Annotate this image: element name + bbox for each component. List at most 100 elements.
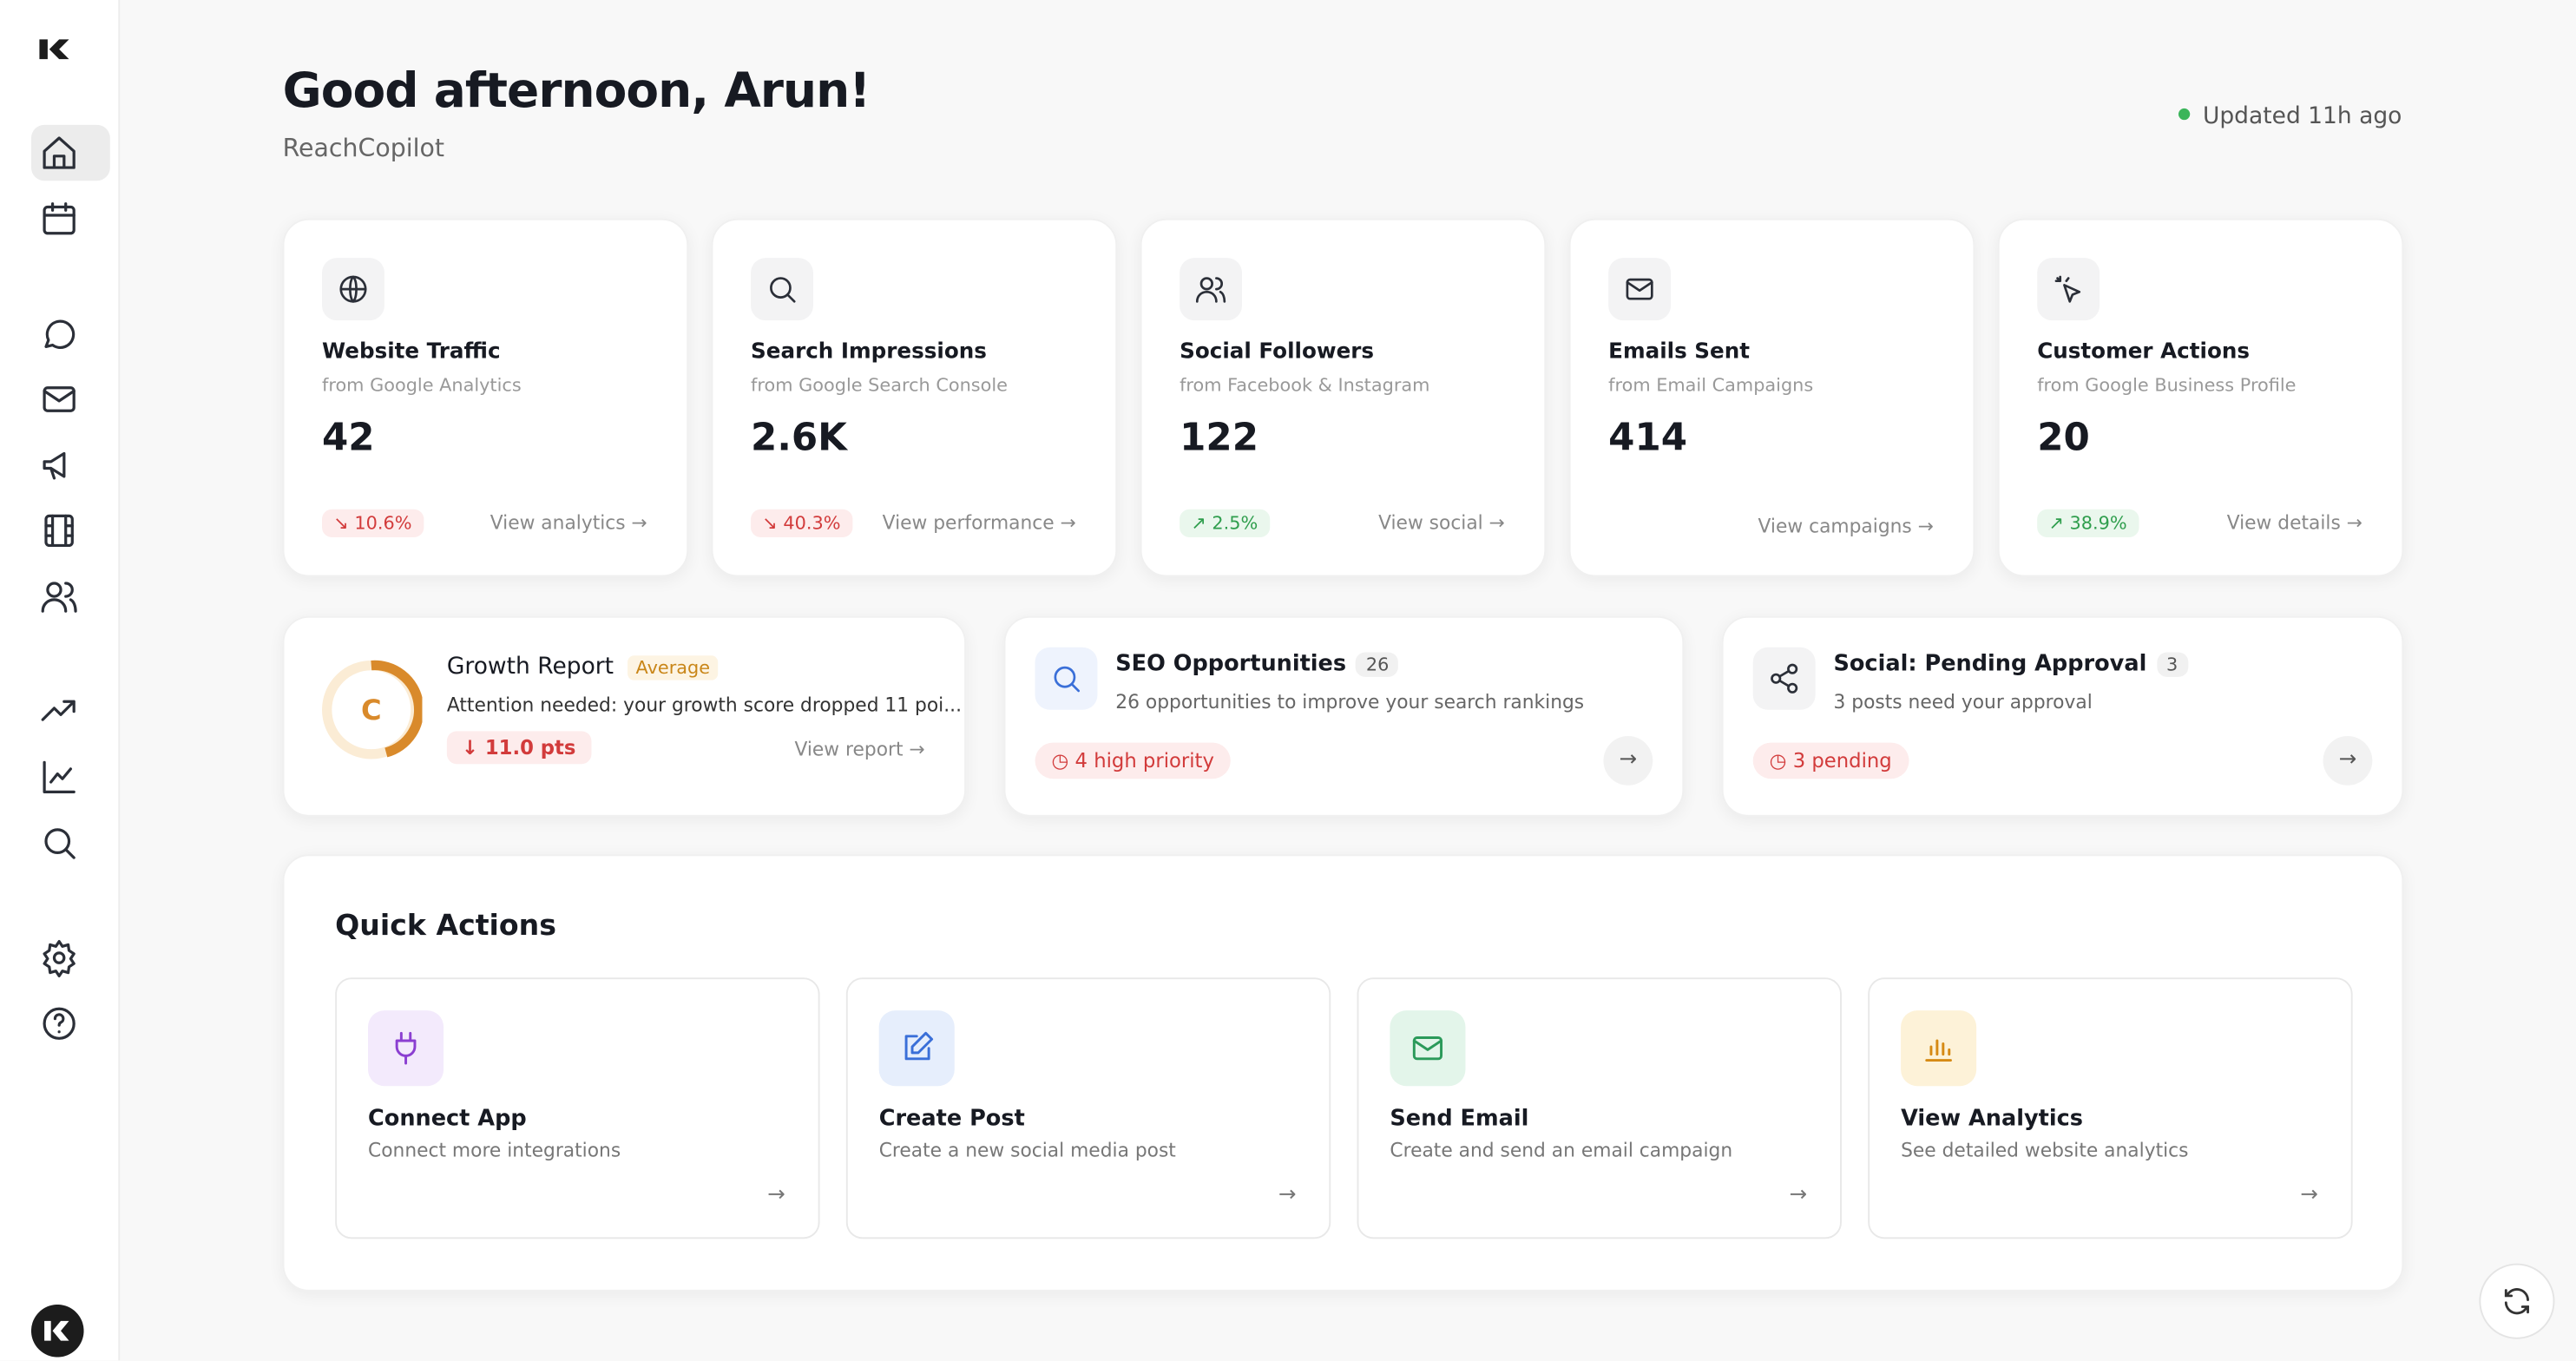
score-ring: C: [322, 660, 423, 759]
metric-link[interactable]: View details: [2227, 511, 2362, 535]
metric-change-value: 38.9%: [2069, 512, 2127, 535]
social-title: Social: Pending Approval: [1833, 650, 2147, 677]
quick-action[interactable]: Send Email Create and send an email campa…: [1357, 977, 1842, 1239]
social-desc: 3 posts need your approval: [1833, 690, 2093, 713]
metric-title: Search Impressions: [751, 339, 987, 365]
quick-action-icon: [1901, 1010, 1977, 1087]
metric-link[interactable]: View analytics: [490, 511, 647, 535]
seo-badge: ◷ 4 high priority: [1035, 742, 1231, 779]
icon: [1412, 1036, 1443, 1061]
view-report[interactable]: View report: [794, 738, 924, 761]
social-open[interactable]: →: [2323, 736, 2373, 786]
nav-media[interactable]: [39, 511, 78, 550]
growth-card: C Growth Report Average Attention needed…: [282, 615, 967, 817]
metric-link[interactable]: View performance: [883, 511, 1076, 535]
workspace: ReachCopilot: [282, 133, 445, 163]
avatar[interactable]: [30, 1304, 84, 1358]
seo-card: SEO Opportunities 26 26 opportunities to …: [1003, 615, 1685, 817]
growth-title-text: Growth Report: [446, 654, 614, 680]
sidebar: [0, 0, 121, 1361]
metric-title: Website Traffic: [322, 339, 501, 365]
metric-icon: [2037, 258, 2100, 321]
down-arrow: ↓: [461, 736, 485, 759]
metric-icon: [1180, 258, 1243, 321]
seo-icon: [1054, 666, 1081, 693]
refresh-button[interactable]: [2479, 1263, 2555, 1339]
quick-action-desc: Connect more integrations: [368, 1138, 621, 1162]
social-title-row: Social: Pending Approval 3: [1833, 650, 2188, 677]
trend-arrow: ↗: [2048, 512, 2070, 535]
quick-action-title: Connect App: [368, 1105, 527, 1133]
quick-action-desc: Create a new social media post: [878, 1138, 1176, 1162]
metric-value: 20: [2037, 417, 2090, 461]
icon: [904, 1031, 934, 1061]
quick-action-desc: Create and send an email campaign: [1390, 1138, 1733, 1162]
icon: [1925, 1039, 1952, 1062]
metric-change-value: 2.5%: [1212, 512, 1258, 535]
metric-title: Customer Actions: [2037, 339, 2251, 365]
nav-growth[interactable]: [39, 692, 78, 731]
metric-change: ↗ 38.9%: [2037, 509, 2139, 537]
quick-action-icon: [878, 1010, 955, 1087]
metric-icon: [322, 258, 384, 321]
trend-arrow: ↗: [1191, 512, 1212, 535]
update-status: Updated 11h ago: [2178, 103, 2402, 129]
metric-title: Social Followers: [1180, 339, 1375, 365]
nav-help[interactable]: [39, 1004, 78, 1043]
metric-source: from Google Analytics: [322, 374, 522, 397]
metric-change-value: 10.6%: [354, 512, 412, 535]
nav-chat[interactable]: [39, 314, 78, 353]
metric-source: from Google Business Profile: [2037, 374, 2297, 397]
quick-action[interactable]: Create Post Create a new social media pos…: [845, 977, 1331, 1239]
metric-card: Social Followers from Facebook & Instagra…: [1140, 218, 1547, 577]
grade: C: [361, 694, 382, 727]
share-icon: [1771, 663, 1798, 694]
seo-title-row: SEO Opportunities 26: [1115, 651, 1399, 677]
quick-action[interactable]: Connect App Connect more integrations →: [335, 977, 820, 1239]
quick-action-arrow: →: [767, 1182, 785, 1208]
growth-title: Growth Report Average: [447, 654, 719, 680]
seo-count: 26: [1356, 652, 1399, 677]
social-card: Social: Pending Approval 3 3 posts need y…: [1721, 615, 2404, 817]
metric-icon: [751, 258, 813, 321]
nav-analytics[interactable]: [39, 758, 78, 797]
logo: [39, 39, 69, 60]
nav-mail[interactable]: [39, 379, 78, 418]
quick-action-desc: See detailed website analytics: [1901, 1138, 2189, 1162]
metric-value: 2.6K: [751, 417, 847, 461]
trend-arrow: ↘: [762, 512, 784, 535]
quick-action-arrow: →: [2300, 1182, 2318, 1208]
metric-title: Emails Sent: [1608, 339, 1750, 365]
social-badge: ◷ 3 pending: [1752, 742, 1909, 779]
quick-action-title: Create Post: [878, 1105, 1025, 1133]
metric-link[interactable]: View social: [1378, 511, 1505, 535]
seo-open[interactable]: →: [1603, 736, 1653, 786]
quick-actions: Quick Actions Connect App Connect more in…: [282, 854, 2404, 1292]
metric-card: Customer Actions from Google Business Pro…: [1997, 218, 2404, 577]
metric-card: Emails Sent from Email Campaigns 414 View c…: [1568, 218, 1975, 577]
grade-badge: Average: [628, 655, 719, 680]
quick-action[interactable]: View Analytics See detailed website analy…: [1868, 977, 2353, 1239]
quick-action-icon: [1390, 1010, 1466, 1087]
nav-home[interactable]: [39, 133, 78, 172]
metric-change: ↘ 10.6%: [322, 509, 424, 537]
nav-contacts[interactable]: [39, 576, 78, 615]
quick-action-arrow: →: [1789, 1182, 1808, 1208]
metric-link[interactable]: View campaigns: [1758, 514, 1934, 537]
nav-calendar[interactable]: [39, 199, 78, 238]
metric-value: 42: [322, 417, 375, 461]
growth-change: 11.0 pts: [484, 736, 576, 759]
refresh-icon: [2504, 1288, 2529, 1315]
metric-change-value: 40.3%: [783, 512, 841, 535]
nav-settings[interactable]: [39, 938, 78, 977]
metric-card: Website Traffic from Google Analytics 42 ↘ …: [282, 218, 689, 577]
metric-change: ↗ 2.5%: [1180, 509, 1270, 537]
icon: [395, 1031, 417, 1065]
nav-search[interactable]: [39, 823, 78, 862]
nav-campaigns[interactable]: [39, 445, 78, 484]
icon: [1195, 277, 1226, 303]
quick-action-icon: [368, 1010, 444, 1087]
